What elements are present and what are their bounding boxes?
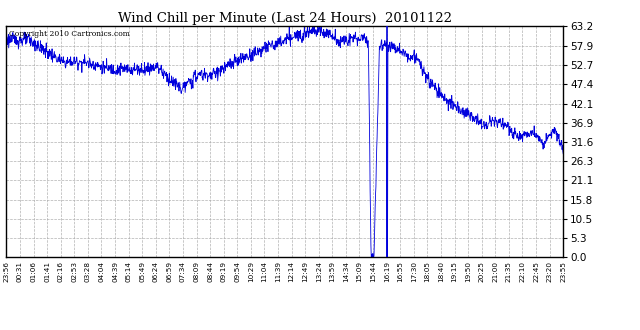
Title: Wind Chill per Minute (Last 24 Hours)  20101122: Wind Chill per Minute (Last 24 Hours) 20… — [118, 12, 452, 25]
Text: Copyright 2010 Cartronics.com: Copyright 2010 Cartronics.com — [9, 30, 130, 38]
